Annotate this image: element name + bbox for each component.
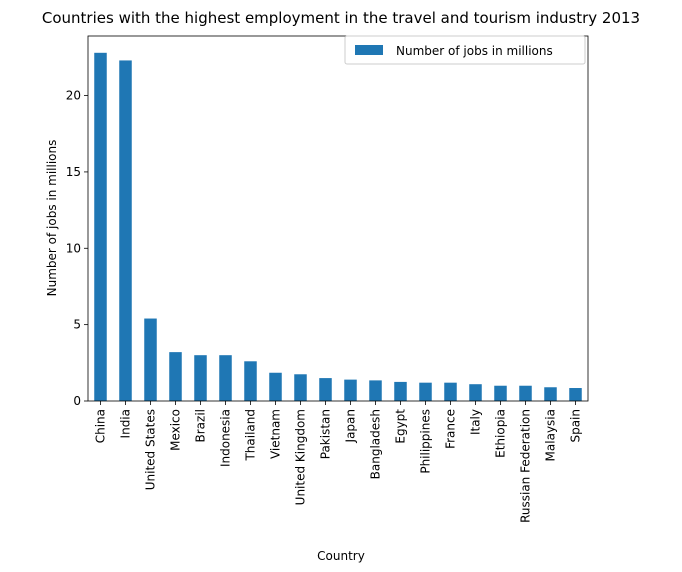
bar-bangladesh	[369, 380, 382, 401]
bar-thailand	[244, 361, 257, 401]
bar-china	[94, 52, 107, 401]
x-tick-label: Bangladesh	[369, 409, 383, 479]
bar-russian-federation	[519, 385, 532, 401]
bar-japan	[344, 379, 357, 401]
bar-vietnam	[269, 372, 282, 401]
bar-spain	[569, 388, 582, 401]
x-tick-label: Russian Federation	[519, 409, 533, 523]
bar-brazil	[194, 355, 207, 401]
bar-ethiopia	[494, 385, 507, 401]
x-axis: China India United States Mexico Brazil Indon…	[94, 401, 583, 523]
x-tick-label: Pakistan	[319, 409, 333, 459]
bar-italy	[469, 384, 482, 401]
bar-mexico	[169, 352, 182, 401]
x-tick-label: Italy	[469, 409, 483, 435]
bar-indonesia	[219, 355, 232, 401]
x-tick-label: India	[119, 409, 133, 438]
plot-frame	[87, 35, 589, 402]
x-tick-label: Brazil	[194, 409, 208, 443]
x-tick-label: Spain	[569, 409, 583, 443]
bar-india	[119, 60, 132, 401]
legend-box	[344, 35, 586, 65]
y-tick-label: 15	[66, 165, 81, 179]
bar-france	[444, 382, 457, 401]
x-tick-label: Indonesia	[219, 409, 233, 467]
x-tick-label: United States	[144, 409, 158, 490]
bar-united-kingdom	[294, 374, 307, 401]
y-axis: 0 5 10 15 20	[66, 89, 88, 408]
y-tick-label: 0	[73, 394, 81, 408]
x-axis-title: Country	[317, 549, 365, 563]
bar-united-states	[144, 318, 157, 401]
x-tick-label: Egypt	[394, 409, 408, 444]
x-tick-label: Vietnam	[269, 409, 283, 459]
y-tick-label: 10	[66, 241, 81, 255]
bar-egypt	[394, 381, 407, 401]
x-tick-label: Thailand	[244, 409, 258, 462]
x-tick-label: Japan	[344, 409, 358, 443]
legend: Number of jobs in millions	[344, 35, 586, 65]
legend-swatch	[355, 45, 383, 55]
x-tick-label: France	[444, 409, 458, 449]
x-tick-label: Philippines	[419, 409, 433, 474]
y-tick-label: 20	[66, 89, 81, 103]
bar-pakistan	[319, 378, 332, 401]
chart-title: Countries with the highest employment in…	[42, 9, 640, 27]
y-tick-label: 5	[73, 318, 81, 332]
bar-philippines	[419, 382, 432, 401]
bar-malaysia	[544, 387, 557, 401]
y-axis-title: Number of jobs in millions	[45, 140, 59, 297]
plot-area	[87, 35, 589, 402]
x-tick-label: Mexico	[169, 409, 183, 451]
legend-label: Number of jobs in millions	[396, 44, 553, 58]
x-tick-label: Malaysia	[544, 409, 558, 461]
x-tick-label: China	[94, 409, 108, 443]
x-tick-label: Ethiopia	[494, 409, 508, 458]
x-tick-label: United Kingdom	[294, 409, 308, 505]
